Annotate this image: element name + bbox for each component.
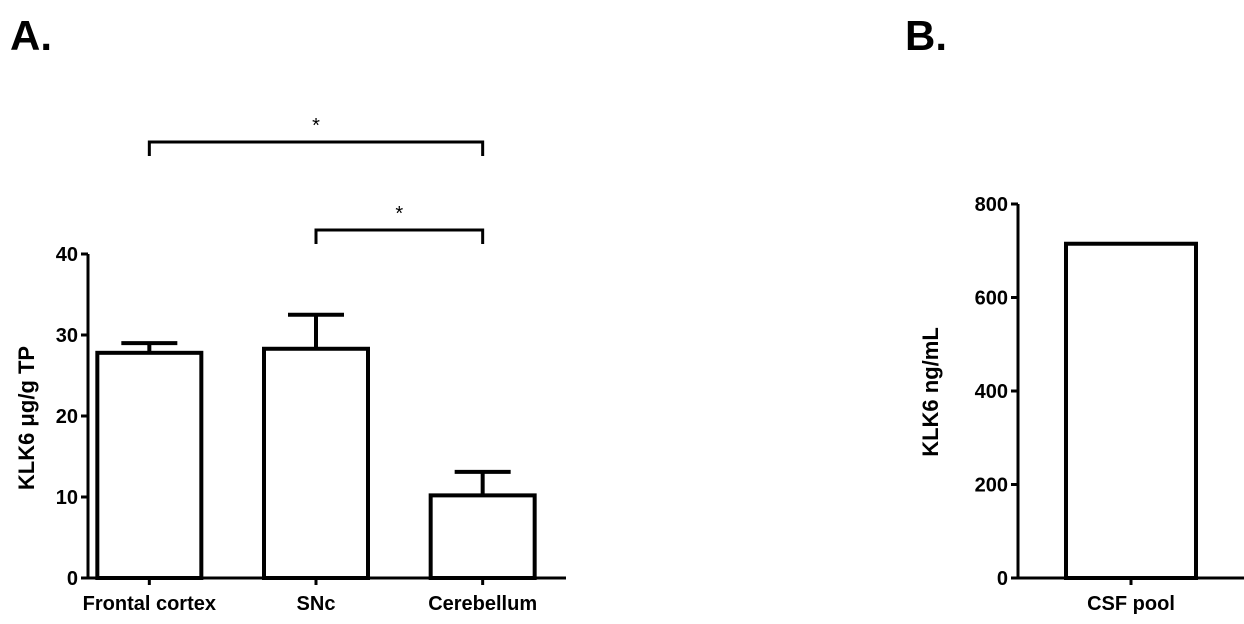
panel-b-chart: B. KLK6 ng/mL 0 200 400 600 800 CSF pool <box>905 12 1244 615</box>
panel-b-y-tick-label: 800 <box>975 194 1008 216</box>
panel-a-bar <box>262 346 370 580</box>
panel-a-bar <box>95 350 204 580</box>
panel-a-y-tick-label: 30 <box>56 325 78 347</box>
panel-b-bar <box>1064 241 1198 581</box>
panel-a-chart: A. KLK6 μg/g TP 0 10 20 30 40 Frontal cortex S… <box>10 12 566 615</box>
panel-b-y-tick-label: 0 <box>997 568 1008 590</box>
panel-a-category-label: SNc <box>297 593 336 615</box>
panel-a-y-tick-label: 40 <box>56 244 78 266</box>
panel-a-y-tick-label: 0 <box>67 568 78 590</box>
panel-a-significance-label: * <box>395 203 403 225</box>
panel-a-y-tick-label: 20 <box>56 406 78 428</box>
panel-b-category-label: CSF pool <box>1087 593 1175 615</box>
panel-b-y-tick-label: 400 <box>975 381 1008 403</box>
panel-a-category-label: Frontal cortex <box>83 593 216 615</box>
panel-a-bar <box>428 493 537 581</box>
panel-b-y-tick-label: 200 <box>975 475 1008 497</box>
panel-a-category-label: Cerebellum <box>428 593 537 615</box>
panel-b-y-tick-label: 600 <box>975 288 1008 310</box>
panel-b-y-axis-title: KLK6 ng/mL <box>918 327 943 457</box>
panel-a-label: A. <box>10 12 52 59</box>
panel-b-label: B. <box>905 12 947 59</box>
panel-a-significance-bracket <box>314 228 485 244</box>
panel-a-significance-label: * <box>312 115 320 137</box>
panel-a-y-tick-label: 10 <box>56 487 78 509</box>
panel-a-y-axis-title: KLK6 μg/g TP <box>14 346 39 490</box>
panel-a-significance-bracket <box>147 140 485 156</box>
